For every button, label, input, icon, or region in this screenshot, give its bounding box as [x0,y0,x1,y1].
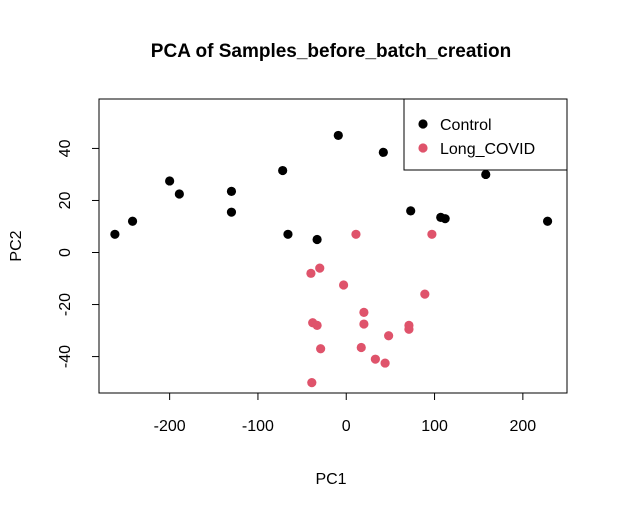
x-tick-label: -200 [154,418,186,435]
point-long-covid [312,320,322,330]
data-points [110,130,553,388]
point-control [333,130,343,141]
legend-label: Control [440,117,492,134]
point-long-covid [359,319,369,329]
y-tick-label: 20 [57,191,74,209]
point-long-covid [427,229,437,239]
legend-box [403,98,568,171]
point-control [440,214,450,224]
point-control [406,206,416,216]
x-tick-label: 0 [342,418,351,435]
point-control [312,234,322,245]
point-long-covid [338,280,349,290]
point-control [283,229,293,239]
point-control [226,207,237,217]
point-control [226,186,237,196]
y-tick-label: -40 [57,345,74,368]
chart-title: PCA of Samples_before_batch_creation [151,41,511,62]
x-axis: -200 -100 0 100 200 [154,392,536,435]
x-tick-label: 200 [509,418,536,435]
y-tick-label: 40 [57,139,74,157]
legend: Control Long_COVID [403,98,568,171]
point-control [165,176,175,186]
point-long-covid [315,263,325,273]
point-long-covid [384,331,394,341]
point-long-covid [351,229,361,239]
y-axis: -40 -20 0 20 40 [57,139,100,368]
point-long-covid [370,354,380,364]
point-long-covid [404,324,414,334]
legend-marker [418,143,428,153]
point-long-covid [420,289,430,299]
point-long-covid [306,268,316,278]
point-control [378,147,388,157]
point-control [481,169,491,180]
legend-label: Long_COVID [440,141,535,158]
y-axis-label: PC2 [8,230,25,261]
point-long-covid [356,342,366,353]
x-axis-label: PC1 [315,471,346,488]
point-long-covid [316,344,326,354]
point-control [278,165,288,176]
y-tick-label: 0 [57,248,74,257]
point-long-covid [307,377,317,388]
legend-marker [418,119,428,129]
point-control [127,216,138,226]
point-long-covid [380,358,390,368]
x-tick-label: -100 [242,418,274,435]
point-control [110,229,120,239]
point-long-covid [359,307,369,317]
x-tick-label: 100 [421,418,448,435]
y-tick-label: -20 [57,293,74,316]
point-control [542,216,553,226]
point-control [174,189,184,199]
